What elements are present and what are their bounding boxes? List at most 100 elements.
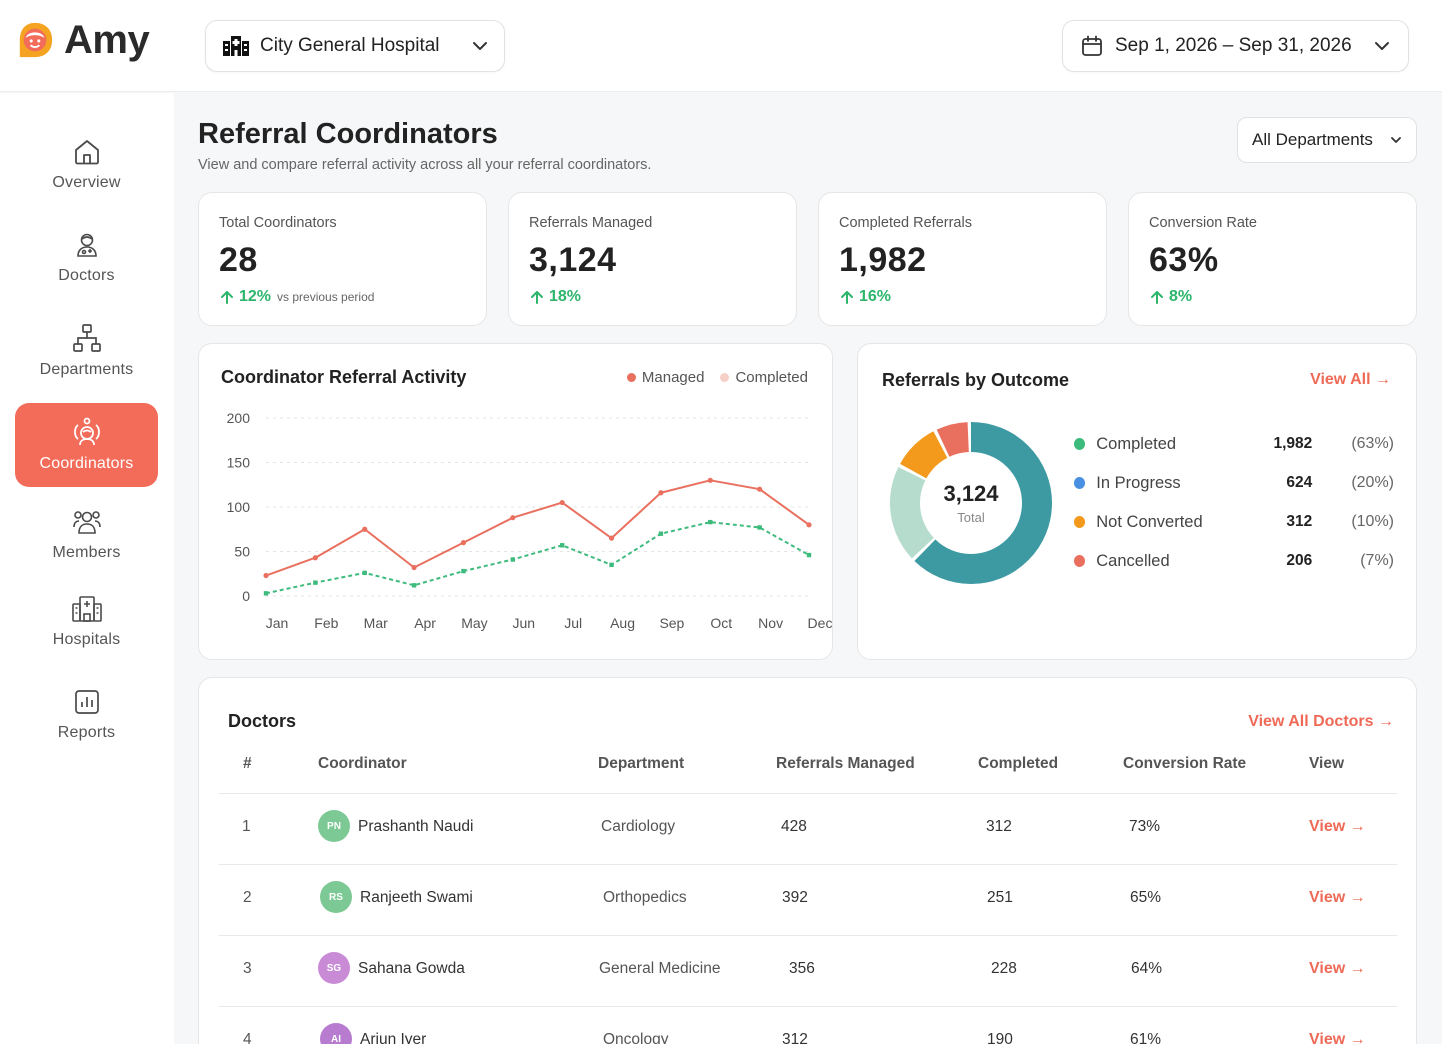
date-range-select[interactable]: Sep 1, 2026 – Sep 31, 2026: [1062, 20, 1409, 72]
amy-face-logo-icon: [19, 22, 53, 58]
sidebar-item-doctors[interactable]: Doctors: [15, 216, 158, 300]
sidebar-item-label: Overview: [52, 174, 121, 191]
data-point-completed: [263, 591, 269, 596]
column-header-coordinator[interactable]: Coordinator: [318, 755, 407, 772]
arrow-up-icon: [841, 291, 853, 304]
sidebar-item-reports[interactable]: Reports: [15, 673, 158, 757]
outcome-row-completed: Completed 1,982 (63%): [1074, 432, 1394, 456]
department-name: Orthopedics: [603, 889, 687, 906]
completed-count: 190: [987, 1031, 1013, 1044]
sidebar-item-label: Departments: [39, 361, 134, 378]
sidebar-item-members[interactable]: Members: [15, 493, 158, 577]
y-tick-label: 0: [242, 588, 250, 604]
department-filter[interactable]: All Departments: [1237, 117, 1417, 163]
row-number: 2: [243, 889, 252, 906]
status-dot: [1074, 516, 1086, 528]
x-tick-label: Aug: [610, 615, 635, 631]
data-point-completed: [757, 525, 762, 530]
page-title: Referral Coordinators: [198, 118, 498, 150]
outcome-share: (20%): [1351, 474, 1394, 491]
outcome-name: In Progress: [1096, 473, 1181, 492]
sidebar-item-overview[interactable]: Overview: [15, 123, 158, 207]
data-point-managed: [312, 555, 318, 561]
outcome-name: Cancelled: [1096, 551, 1170, 570]
data-point-completed: [362, 570, 367, 576]
arrow-up-icon: [531, 291, 543, 304]
stat-value: 63%: [1149, 241, 1219, 279]
column-header-referrals-managed[interactable]: Referrals Managed: [776, 755, 915, 772]
view-link[interactable]: View →: [1309, 818, 1366, 835]
column-header-completed[interactable]: Completed: [978, 755, 1059, 772]
view-all-doctors-link[interactable]: View All Doctors →: [1248, 713, 1394, 730]
series-line-managed: [265, 479, 810, 577]
sidebar-item-label: Reports: [57, 724, 116, 741]
status-dot: [1074, 438, 1086, 450]
stat-label: Total Coordinators: [219, 215, 337, 231]
outcome-share: (63%): [1351, 435, 1394, 452]
column-header-conversion-rate[interactable]: Conversion Rate: [1123, 755, 1247, 772]
department-name: Cardiology: [601, 818, 676, 835]
donut-total: 3,124: [943, 481, 999, 506]
sidebar-item-hospitals[interactable]: Hospitals: [15, 580, 158, 664]
sidebar-item-coordinators[interactable]: Coordinators: [15, 403, 158, 487]
row-number: 1: [242, 818, 251, 835]
data-point-managed: [559, 499, 565, 506]
stat-value: 28: [219, 241, 258, 279]
sidebar-item-departments[interactable]: Departments: [15, 309, 158, 393]
stat-card-total-coordinators: Total Coordinators 28 12% vs previous pe…: [198, 192, 487, 326]
outcome-row-not-converted: Not Converted 312 (10%): [1074, 510, 1394, 534]
column-header-department[interactable]: Department: [598, 755, 685, 772]
status-dot: [1074, 477, 1086, 489]
stat-card-referrals-managed: Referrals Managed 3,124 18%: [508, 192, 797, 326]
x-tick-label: Jun: [513, 615, 536, 631]
x-tick-label: Dec: [808, 615, 833, 631]
doctors-table-card: Doctors View All Doctors → # Coordinator…: [198, 677, 1417, 1044]
conversion-rate: 73%: [1129, 818, 1161, 835]
view-all-link[interactable]: View All →: [1310, 371, 1391, 388]
hierarchy-icon: [72, 324, 101, 352]
sidebar-item-label: Hospitals: [52, 631, 121, 648]
stat-change: 18%: [529, 288, 776, 306]
conversion-rate: 64%: [1131, 960, 1163, 977]
sidebar-item-label: Members: [52, 544, 121, 561]
donut-chart: [890, 422, 1052, 584]
stat-change-value: 12%: [239, 288, 272, 305]
referrals-managed: 428: [781, 818, 807, 835]
outcome-row-cancelled: Cancelled 206 (7%): [1074, 549, 1394, 573]
table-divider: [219, 935, 1397, 936]
coordinator-name: Sahana Gowda: [358, 960, 465, 977]
outcome-count: 1,982: [1273, 435, 1313, 452]
view-link[interactable]: View →: [1309, 889, 1366, 906]
legend-label: Completed: [735, 369, 808, 386]
data-point-managed: [362, 526, 368, 532]
data-point-managed: [263, 572, 269, 579]
data-point-managed: [707, 477, 713, 483]
referrals-managed: 312: [782, 1031, 808, 1044]
chart-legend: Managed Completed: [611, 369, 808, 386]
data-point-completed: [806, 552, 812, 558]
coordinator-name: Arjun Iyer: [360, 1031, 427, 1044]
hospital-icon: [71, 596, 102, 622]
view-link[interactable]: View →: [1309, 1031, 1366, 1044]
donut-segment-in-progress: [890, 422, 1052, 584]
completed-count: 251: [987, 889, 1013, 906]
legend-item-completed: Completed: [720, 369, 808, 386]
sidebar-item-label: Coordinators: [39, 455, 134, 472]
table-row[interactable]: 1 PN Prashanth Naudi Cardiology 428 312 …: [219, 794, 1397, 864]
column-header-number: #: [243, 755, 252, 772]
status-dot: [1074, 555, 1086, 567]
stat-change: 12% vs previous period: [219, 288, 466, 306]
view-link[interactable]: View →: [1309, 960, 1366, 977]
hospital-select[interactable]: City General Hospital: [205, 20, 505, 72]
table-row[interactable]: 3 SG Sahana Gowda General Medicine 356 2…: [219, 936, 1397, 1006]
report-icon: [74, 690, 99, 714]
table-row[interactable]: 4 AI Arjun Iyer Oncology 312 190 61% Vie…: [219, 1007, 1397, 1044]
stat-change-value: 16%: [859, 288, 892, 305]
x-tick-label: Jul: [564, 615, 582, 631]
table-row[interactable]: 2 RS Ranjeeth Swami Orthopedics 392 251 …: [219, 865, 1397, 935]
building-icon: [223, 36, 249, 56]
x-tick-label: Oct: [710, 615, 732, 631]
members-icon: [72, 511, 101, 534]
data-point-completed: [658, 531, 664, 536]
app-logo[interactable]: Amy: [16, 20, 150, 60]
